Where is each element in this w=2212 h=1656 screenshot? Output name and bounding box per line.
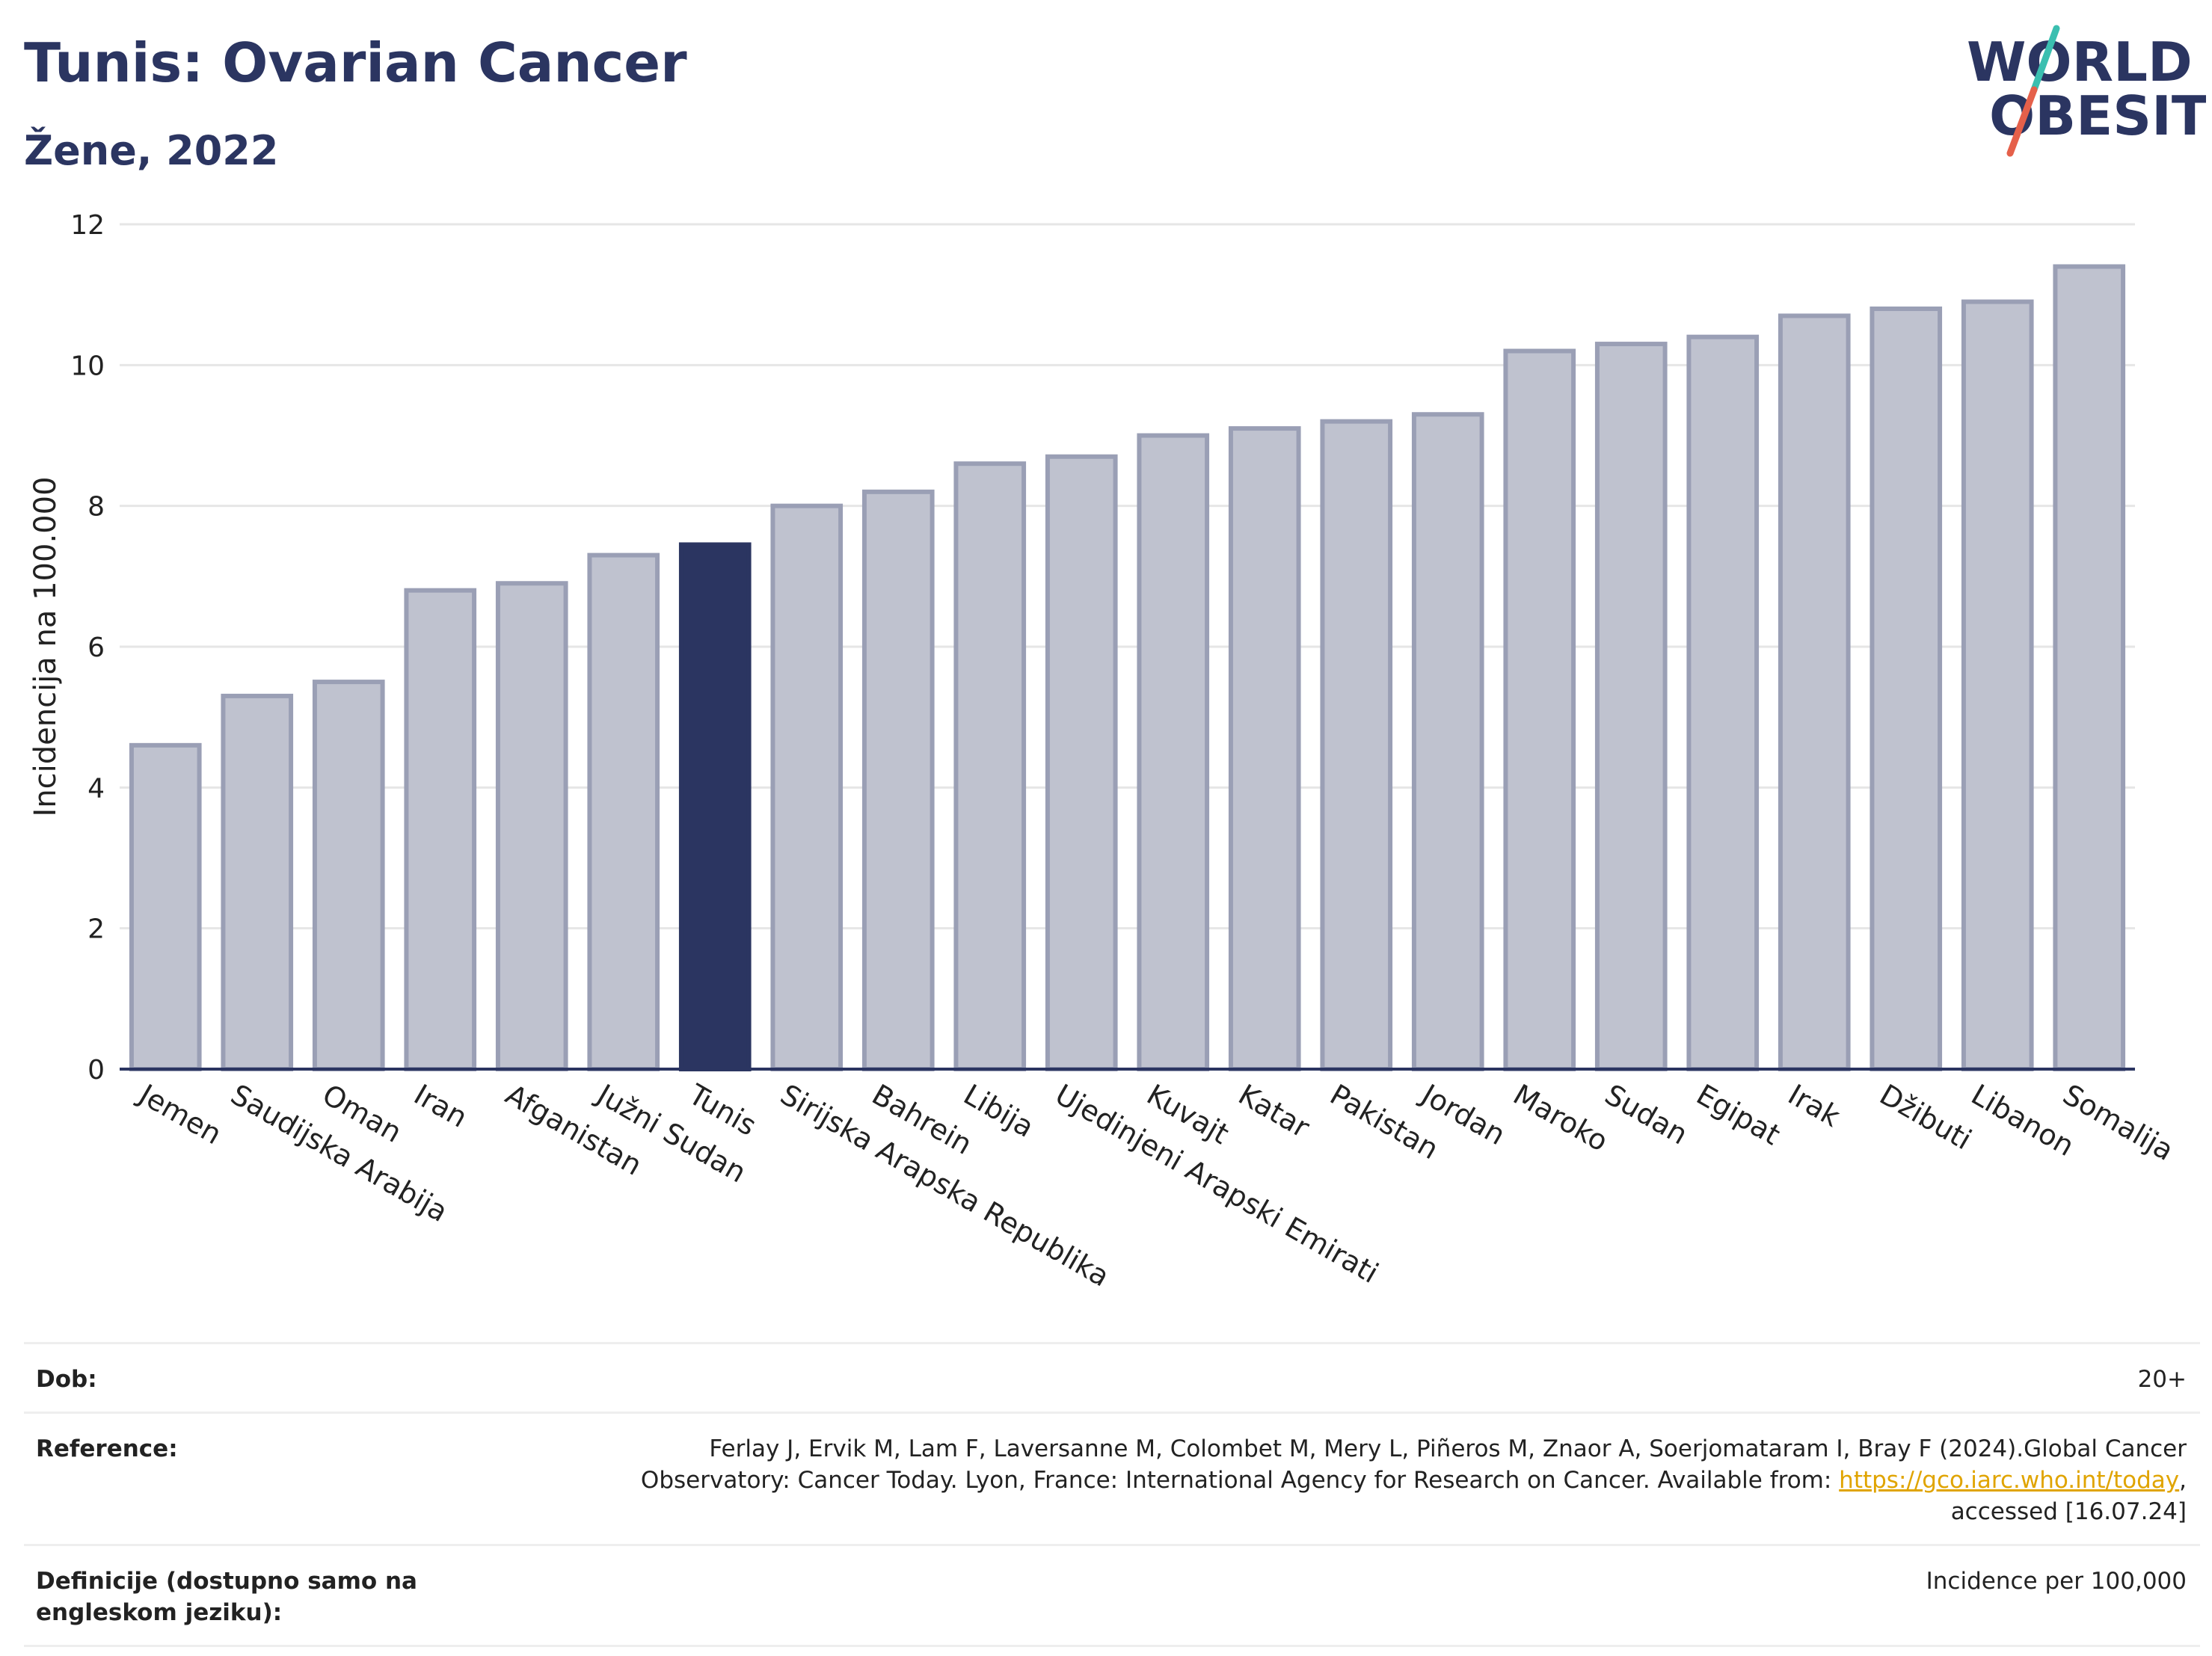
bar	[495, 581, 568, 1071]
y-axis-label: Incidencija na 100.000	[28, 476, 63, 816]
x-tick-label: Maroko	[1508, 1078, 1614, 1158]
bars	[129, 264, 2126, 1072]
bar	[1870, 307, 1943, 1071]
bar	[1594, 342, 1668, 1072]
y-tick-label: 4	[87, 773, 105, 804]
bar	[1228, 426, 1301, 1072]
page-title: Tunis: Ovarian Cancer	[24, 31, 687, 94]
bar	[1503, 348, 1576, 1071]
bar	[2053, 264, 2126, 1071]
logo-line1: WORLD	[1967, 31, 2193, 93]
bar	[1961, 299, 2034, 1071]
y-tick-label: 6	[87, 632, 105, 663]
world-obesity-logo: WORLD OBESITY	[1967, 25, 2206, 157]
reference-link[interactable]: https://gco.iarc.who.int/today	[1839, 1467, 2180, 1494]
bar	[129, 742, 202, 1071]
bar	[953, 461, 1027, 1071]
y-tick-label: 0	[87, 1055, 105, 1086]
y-tick-labels: 0 2 4 6 8 10 12	[70, 210, 105, 1086]
bar	[404, 588, 477, 1071]
x-tick-label: Iran	[408, 1078, 473, 1134]
bar	[861, 489, 935, 1072]
reference-text: Ferlay J, Ervik M, Lam F, Laversanne M, …	[640, 1435, 2187, 1494]
bar	[221, 693, 294, 1072]
logo-slash-teal	[2030, 25, 2060, 93]
x-tick-label: Džibuti	[1874, 1078, 1977, 1157]
bar	[1137, 433, 1210, 1071]
age-label: Dob:	[36, 1366, 97, 1393]
logo-slash-red	[2006, 86, 2038, 157]
y-tick-label: 8	[87, 492, 105, 523]
reference-value: Ferlay J, Ervik M, Lam F, Laversanne M, …	[616, 1433, 2187, 1527]
y-tick-label: 10	[70, 351, 105, 381]
bar	[1320, 419, 1393, 1071]
definitions-value: Incidence per 100,000	[1926, 1568, 2187, 1595]
x-tick-label: Libanon	[1966, 1078, 2080, 1163]
definitions-label: Definicije (dostupno samo na engleskom j…	[36, 1568, 417, 1626]
bar	[1045, 454, 1118, 1071]
y-tick-label: 12	[70, 210, 105, 241]
bar	[1778, 313, 1851, 1071]
x-tick-label: Katar	[1233, 1078, 1315, 1145]
reference-label: Reference:	[36, 1435, 178, 1462]
x-tick-label: Jemen	[132, 1077, 227, 1151]
bar-highlight	[678, 542, 752, 1072]
bar	[770, 503, 844, 1071]
y-tick-label: 2	[87, 914, 105, 945]
x-tick-label: Egipat	[1691, 1078, 1786, 1152]
bar	[587, 552, 660, 1072]
bar	[1686, 334, 1760, 1071]
bar	[312, 680, 385, 1071]
x-tick-label: Sudan	[1600, 1078, 1694, 1151]
reference-accessed: , accessed [16.07.24]	[1950, 1467, 2187, 1525]
meta-row-reference: Reference: Ferlay J, Ervik M, Lam F, Lav…	[24, 1412, 2200, 1544]
meta-row-age: Dob: 20+	[24, 1342, 2200, 1412]
x-tick-label: Somalija	[2057, 1078, 2179, 1167]
x-tick-label: Irak	[1783, 1078, 1846, 1133]
metadata-table: Dob: 20+ Reference: Ferlay J, Ervik M, L…	[24, 1342, 2200, 1647]
page-subtitle: Žene, 2022	[24, 127, 279, 174]
meta-row-definitions: Definicije (dostupno samo na engleskom j…	[24, 1544, 2200, 1647]
age-value: 20+	[2137, 1366, 2187, 1393]
bar	[1411, 412, 1484, 1071]
